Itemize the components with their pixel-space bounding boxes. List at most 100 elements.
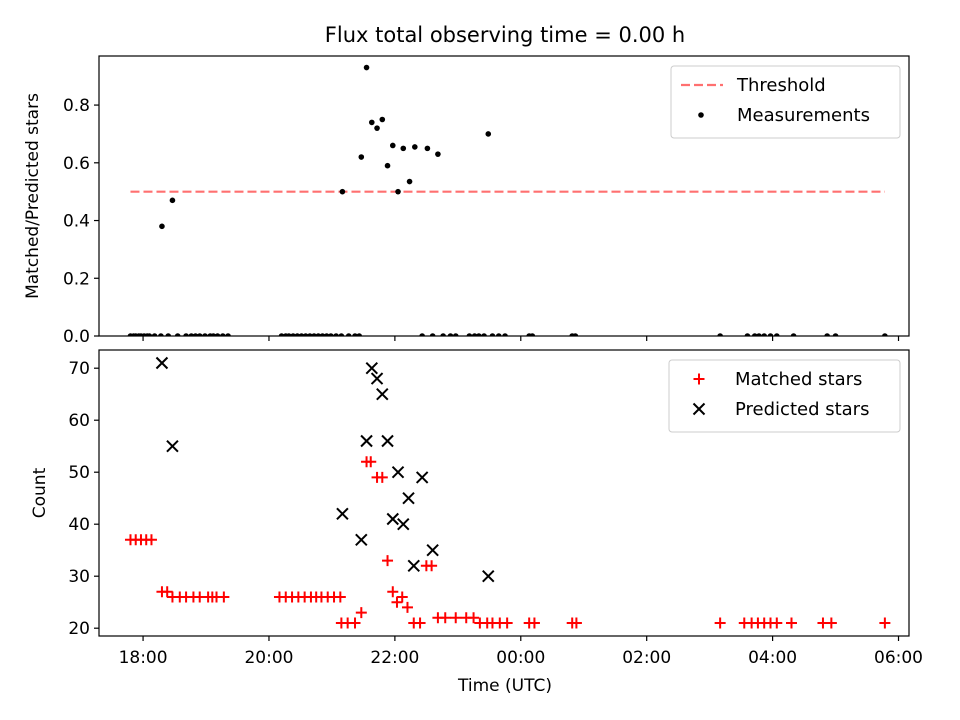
- measurement-point: [307, 333, 313, 336]
- matched-star-point: [396, 591, 408, 603]
- measurement-point: [424, 145, 431, 152]
- measurement-point: [328, 333, 334, 336]
- measurement-point: [290, 333, 296, 336]
- measurement-point: [429, 333, 436, 336]
- measurement-point: [389, 142, 396, 149]
- top-ytick-label: 0.2: [63, 269, 90, 289]
- measurement-point: [294, 333, 301, 336]
- x-axis-label: Time (UTC): [457, 676, 552, 696]
- matched-star-point: [879, 617, 891, 629]
- predicted-star-point: [365, 361, 379, 375]
- predicted-star-point: [391, 465, 405, 479]
- measurement-point: [790, 333, 797, 336]
- measurement-point: [165, 333, 172, 336]
- matched-star-point: [382, 555, 394, 567]
- bottom-ytick-label: 40: [68, 515, 90, 535]
- measurement-point: [406, 178, 413, 185]
- measurement-point: [374, 125, 380, 131]
- bottom-panel: 20 30 40 50 60 70 18:00 20:00 22:00 00:00 02:00 04:…: [30, 349, 923, 668]
- xtick-label: 20:00: [244, 648, 293, 668]
- matched-star-point: [825, 617, 837, 629]
- matched-star-point: [376, 471, 388, 483]
- matched-star-point: [426, 560, 438, 572]
- xtick-label: 02:00: [622, 648, 671, 668]
- predicted-star-point: [397, 517, 410, 531]
- measurement-point: [302, 333, 309, 336]
- bottom-ytick-label: 60: [68, 411, 90, 431]
- bottom-ytick-label: 50: [68, 463, 90, 483]
- top-ytick-label: 0.6: [63, 154, 90, 174]
- matched-star-point: [365, 456, 377, 468]
- matched-star-point: [387, 586, 399, 598]
- measurement-point: [169, 197, 176, 204]
- bottom-axes-frame: [98, 349, 910, 637]
- measurement-point: [435, 151, 441, 157]
- measurement-point: [196, 333, 203, 336]
- legend-measurement-handle: [698, 112, 704, 118]
- measurement-point: [210, 333, 217, 336]
- measurement-point: [202, 333, 208, 336]
- bottom-ytick-label: 20: [68, 619, 90, 639]
- measurement-point: [151, 333, 158, 336]
- measurement-point: [358, 154, 365, 160]
- predicted-star-point: [155, 356, 169, 370]
- matched-star-point: [785, 617, 797, 629]
- measurement-point: [761, 333, 768, 336]
- predicted-star-point: [166, 439, 179, 453]
- matched-star-point: [528, 617, 540, 629]
- measurement-point: [220, 333, 226, 336]
- measurement-point: [572, 333, 579, 336]
- legend-label: Matched stars: [735, 369, 862, 390]
- measurement-point: [368, 119, 375, 126]
- xtick-label: 00:00: [496, 648, 545, 668]
- measurement-point: [447, 333, 454, 336]
- top-panel: 0.0 0.2 0.4 0.6 0.8 Matched/Predicted stars Th…: [23, 55, 910, 347]
- measurement-point: [756, 333, 762, 336]
- measurement-point: [286, 333, 292, 336]
- legend-label: Measurements: [737, 105, 870, 126]
- top-data: [127, 64, 888, 336]
- measurement-point: [315, 333, 322, 336]
- measurement-point: [379, 116, 386, 123]
- matched-star-point: [714, 617, 726, 629]
- predicted-star-point: [360, 434, 373, 448]
- matched-star-point: [349, 617, 361, 629]
- measurement-point: [225, 333, 231, 336]
- measurement-point: [773, 333, 780, 336]
- predicted-star-point: [386, 512, 399, 526]
- predicted-star-point: [376, 387, 389, 401]
- matched-star-point: [218, 591, 230, 603]
- measurement-point: [352, 333, 358, 336]
- bottom-legend-box: [668, 359, 901, 433]
- xtick-label: 18:00: [119, 648, 168, 668]
- measurement-point: [717, 333, 723, 336]
- matched-star-point: [355, 607, 367, 619]
- measurement-point: [363, 64, 370, 71]
- predicted-star-point: [402, 491, 415, 505]
- measurement-point: [298, 333, 305, 336]
- legend-label: Predicted stars: [735, 399, 869, 420]
- predicted-star-point: [336, 507, 349, 521]
- measurement-point: [345, 333, 352, 336]
- measurement-point: [159, 223, 165, 230]
- measurement-point: [174, 333, 181, 336]
- measurement-point: [192, 333, 199, 336]
- matched-star-point: [468, 612, 480, 624]
- measurement-point: [183, 333, 189, 336]
- legend-label: Threshold: [736, 75, 826, 96]
- measurement-point: [339, 188, 346, 195]
- measurement-point: [744, 333, 751, 336]
- matched-star-point: [401, 601, 413, 613]
- measurement-point: [214, 333, 221, 336]
- xtick-label: 04:00: [748, 648, 797, 668]
- predicted-star-point: [355, 533, 368, 547]
- measurement-point: [395, 188, 401, 195]
- top-ytick-label: 0.4: [63, 212, 90, 232]
- measurement-point: [158, 333, 164, 336]
- top-y-axis-label: Matched/Predicted stars: [23, 93, 43, 299]
- bottom-ytick-label: 30: [68, 567, 90, 587]
- measurement-point: [419, 333, 425, 336]
- matched-star-point: [334, 591, 346, 603]
- matched-star-point: [145, 534, 157, 546]
